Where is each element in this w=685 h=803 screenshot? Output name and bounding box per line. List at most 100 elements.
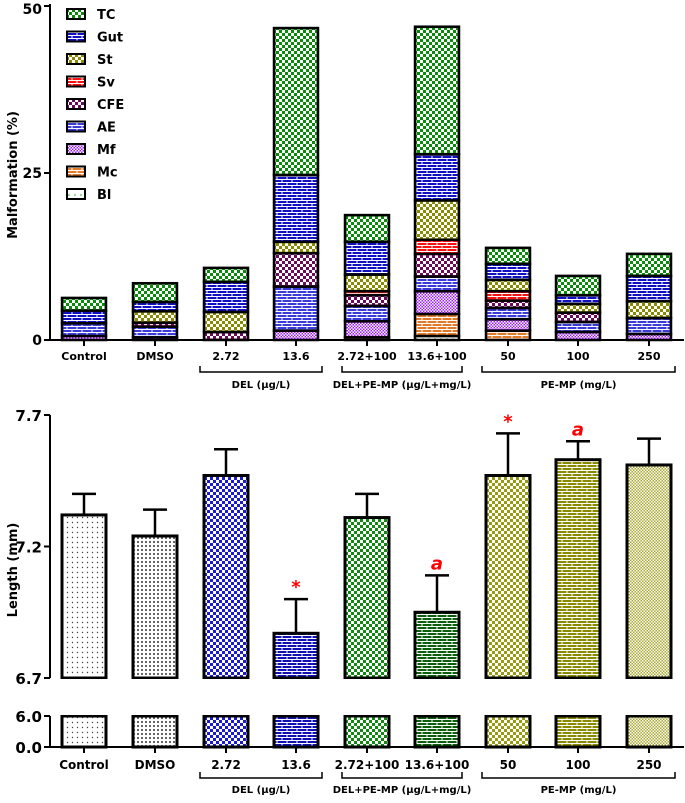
- axis-break-gap: [272, 679, 320, 715]
- bar-250: [625, 437, 673, 749]
- segment-pattern: [487, 302, 529, 307]
- legend-swatch-pattern: [68, 167, 84, 176]
- stack-segment-ae: [60, 322, 108, 338]
- top-x-tick-label: 13.6: [282, 350, 309, 363]
- group-label: DEL (µg/L): [232, 785, 291, 796]
- group-label: DEL (µg/L): [232, 380, 291, 391]
- significance-marker: *: [503, 411, 513, 432]
- segment-pattern: [275, 29, 317, 174]
- stack-segment-tc: [413, 25, 461, 156]
- stack-segment-tc: [554, 274, 602, 297]
- bar-2.72+100: [343, 492, 391, 749]
- bar-lower-pattern: [628, 717, 670, 746]
- legend-item-mc: Mc: [66, 165, 118, 181]
- stack-segment-sv: [484, 289, 532, 302]
- stack-segment-gut: [413, 153, 461, 202]
- stack-segment-tc: [625, 252, 673, 278]
- bottom-y-axis-label: Length (mm): [6, 523, 21, 618]
- group-bracket: [481, 772, 676, 779]
- bottom-x-tick-label: 100: [565, 758, 590, 772]
- segment-pattern: [63, 299, 105, 310]
- bar-upper-pattern: [275, 634, 317, 677]
- bottom-y-tick-label: 7.2: [15, 539, 42, 557]
- stack-segment-sv: [413, 238, 461, 256]
- group-bracket: [341, 366, 463, 373]
- legend-swatch-pattern: [68, 32, 84, 41]
- segment-pattern: [205, 313, 247, 331]
- top-x-tick-label: 13.6+100: [407, 350, 467, 363]
- bar-lower-pattern: [487, 717, 529, 746]
- stack-segment-st: [554, 302, 602, 314]
- group-label: DEL+PE-MP (µg/L+mg/L): [333, 785, 472, 796]
- segment-pattern: [416, 28, 458, 153]
- bar-lower-pattern: [557, 717, 599, 746]
- top-x-tick-label: 100: [567, 350, 590, 363]
- stack-segment-tc: [272, 26, 320, 177]
- segment-pattern: [557, 296, 599, 303]
- stack-segment-gut: [625, 274, 673, 303]
- legend-item-gut: Gut: [66, 30, 123, 46]
- axis-break-gap: [343, 679, 391, 715]
- segment-pattern: [346, 307, 388, 320]
- stack-segment-tc: [202, 266, 250, 284]
- stack-segment-st: [413, 199, 461, 242]
- segment-pattern: [487, 265, 529, 279]
- bar-lower-pattern: [205, 717, 247, 746]
- segment-pattern: [628, 255, 670, 275]
- bar-100: a: [554, 419, 602, 749]
- bar-Control: [60, 492, 108, 749]
- stack-segment-gut: [554, 293, 602, 306]
- segment-pattern: [557, 323, 599, 331]
- group-label: PE-MP (mg/L): [541, 380, 617, 391]
- stack-segment-tc: [484, 246, 532, 266]
- legend-item-bl: Bl: [66, 188, 111, 203]
- axis-break-gap: [60, 679, 108, 715]
- top-x-tick-label: 2.72+100: [337, 350, 397, 363]
- stack-segment-gut: [60, 309, 108, 325]
- bar-lower: [131, 714, 179, 749]
- bottom-x-tick-label: DMSO: [135, 758, 176, 772]
- stack-segment-tc: [60, 296, 108, 312]
- legend-label: Gut: [97, 31, 123, 46]
- segment-pattern: [275, 176, 317, 241]
- segment-pattern: [346, 292, 388, 294]
- bar-upper-pattern: [416, 613, 458, 677]
- stack-segment-ae: [484, 306, 532, 321]
- bar-lower-pattern: [346, 717, 388, 746]
- bottom-x-tick-label: 2.72+100: [335, 758, 400, 772]
- stack-segment-mf: [413, 289, 461, 316]
- stack-segment-ae: [413, 275, 461, 293]
- segment-pattern: [205, 333, 247, 339]
- bar-lower-pattern: [275, 717, 317, 746]
- segment-pattern: [275, 332, 317, 339]
- segment-pattern: [487, 292, 529, 300]
- bar-lower-pattern: [416, 717, 458, 746]
- segment-pattern: [416, 315, 458, 335]
- segment-pattern: [557, 305, 599, 312]
- legend-item-tc: TC: [66, 8, 115, 23]
- group-bracket: [481, 366, 676, 373]
- bottom-y-tick-label: 7.7: [15, 407, 42, 425]
- legend-label: TC: [97, 8, 115, 23]
- segment-pattern: [346, 216, 388, 241]
- stack-segment-mc: [413, 312, 461, 338]
- segment-pattern: [416, 278, 458, 290]
- axis-break-gap: [131, 679, 179, 715]
- stack-segment-cfe: [272, 251, 320, 288]
- stack-segment-tc: [131, 281, 179, 304]
- top-chart: 0 25 50 Control DMSO 2.72 13.6 2.72+100 13.6+100…: [23, 2, 684, 391]
- segment-pattern: [487, 320, 529, 330]
- segment-pattern: [275, 243, 317, 252]
- legend-swatch-pattern: [68, 77, 84, 86]
- segment-pattern: [628, 277, 670, 300]
- segment-pattern: [487, 309, 529, 318]
- group-bracket: [199, 366, 323, 373]
- segment-pattern: [628, 335, 670, 339]
- legend-swatch-pattern: [68, 122, 84, 131]
- stack-segment-mc: [484, 329, 532, 342]
- group-label: PE-MP (mg/L): [541, 785, 617, 796]
- segment-pattern: [628, 302, 670, 317]
- legend-label: AE: [97, 121, 116, 136]
- stack-segment-st: [625, 300, 673, 320]
